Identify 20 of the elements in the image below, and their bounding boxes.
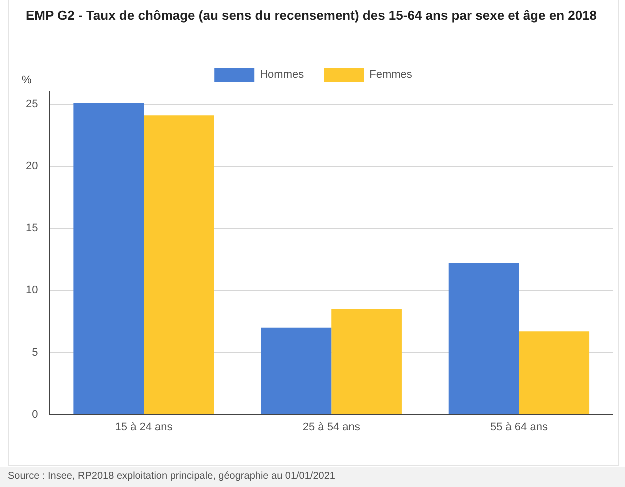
chart-title: EMP G2 - Taux de chômage (au sens du recensement) des 15-64 ans par sexe et âge en 2018 bbox=[26, 8, 598, 24]
legend-label: Hommes bbox=[260, 69, 305, 82]
y-tick-label: 10 bbox=[26, 284, 38, 297]
y-tick-label: 5 bbox=[32, 346, 38, 359]
x-tick-label: 25 à 54 ans bbox=[302, 421, 361, 434]
y-tick-label: 0 bbox=[32, 408, 38, 421]
y-tick-label: 25 bbox=[26, 98, 38, 110]
x-tick-label: 55 à 64 ans bbox=[490, 421, 548, 434]
source-note: Source : Insee, RP2018 exploitation principale, géographie au 01/01/2021 bbox=[0, 467, 625, 487]
y-axis-title: % bbox=[22, 74, 32, 87]
legend-label: Femmes bbox=[370, 69, 413, 82]
bar bbox=[332, 309, 402, 414]
y-tick-label: 15 bbox=[26, 222, 38, 235]
y-tick-label: 20 bbox=[26, 160, 38, 173]
bar bbox=[144, 116, 214, 414]
x-tick-label: 15 à 24 ans bbox=[115, 421, 174, 434]
bar bbox=[74, 103, 144, 414]
bar bbox=[448, 263, 520, 414]
bar bbox=[261, 328, 332, 414]
bar bbox=[519, 332, 590, 414]
